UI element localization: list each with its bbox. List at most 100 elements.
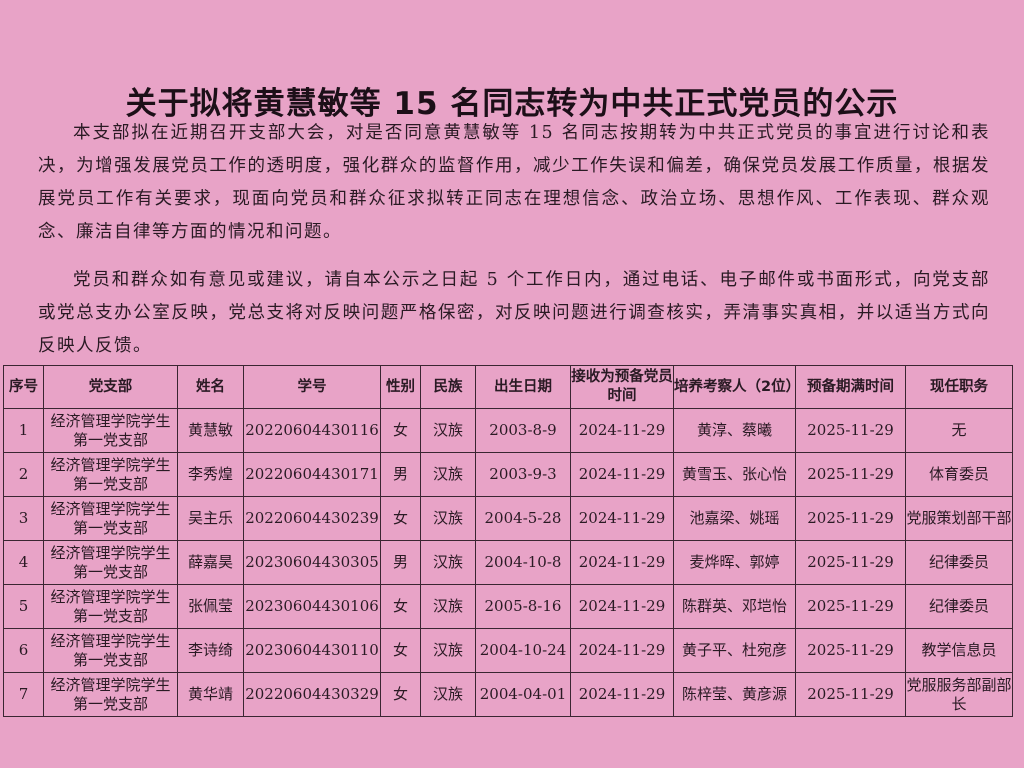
cell-col-gender: 女	[380, 628, 421, 673]
page-title: 关于拟将黄慧敏等 15 名同志转为中共正式党员的公示	[125, 86, 899, 122]
candidates-table: 序号 党支部 姓名 学号 性别 民族 出生日期 接收为预备党员时间 培养考察人（2位） 预备期满时…	[3, 365, 1013, 717]
cell-col-mentors: 陈群英、邓垲怡	[673, 584, 796, 629]
cell-col-birth-date: 2004-10-24	[475, 628, 571, 673]
cell-col-probation-start: 2024-11-29	[570, 628, 674, 673]
cell-col-birth-date: 2004-5-28	[475, 496, 571, 541]
cell-col-student-id: 20220604430329	[243, 672, 381, 717]
header-col-ethnicity: 民族	[420, 365, 476, 409]
cell-col-index: 2	[3, 452, 44, 497]
table-row: 5 经济管理学院学生第一党支部 张佩莹 20230604430106 女汉族 2005-8…	[3, 584, 1013, 629]
cell-col-position: 教学信息员	[905, 628, 1013, 673]
cell-col-branch: 经济管理学院学生第一党支部	[43, 672, 178, 717]
header-col-mentors: 培养考察人（2位）	[673, 365, 800, 409]
notice-paragraph-1: 本支部拟在近期召开支部大会，对是否同意黄慧敏等 15 名同志按期转为中共正式党员…	[38, 123, 990, 242]
cell-col-probation-start: 2024-11-29	[570, 672, 674, 717]
header-col-student-id: 学号	[243, 365, 381, 409]
cell-col-position: 纪律委员	[905, 540, 1013, 585]
cell-col-position: 纪律委员	[905, 584, 1013, 629]
cell-col-ethnicity: 汉族	[420, 628, 476, 673]
table-row: 7 经济管理学院学生第一党支部 黄华靖 20220604430329 女汉族 2004-0…	[3, 672, 1013, 717]
cell-col-name: 李秀煌	[177, 452, 244, 497]
cell-col-mentors: 黄雪玉、张心怡	[673, 452, 796, 497]
header-col-name: 姓名	[177, 365, 244, 409]
cell-col-name: 黄慧敏	[177, 408, 244, 453]
header-col-index: 序号	[3, 365, 44, 409]
cell-col-ethnicity: 汉族	[420, 408, 476, 453]
cell-col-mentors: 黄子平、杜宛彦	[673, 628, 796, 673]
cell-col-index: 3	[3, 496, 44, 541]
cell-col-ethnicity: 汉族	[420, 452, 476, 497]
cell-col-probation-end: 2025-11-29	[795, 628, 906, 673]
notice-paragraph-2: 党员和群众如有意见或建议，请自本公示之日起 5 个工作日内，通过电话、电子邮件或…	[38, 270, 990, 356]
cell-col-branch: 经济管理学院学生第一党支部	[43, 584, 178, 629]
cell-col-position: 党服服务部副部长	[905, 672, 1013, 717]
cell-col-index: 6	[3, 628, 44, 673]
cell-col-branch: 经济管理学院学生第一党支部	[43, 452, 178, 497]
cell-col-position: 无	[905, 408, 1013, 453]
table-header-row: 序号 党支部 姓名 学号 性别 民族 出生日期 接收为预备党员时间 培养考察人（2位） 预备期满时…	[3, 365, 1013, 409]
cell-col-index: 4	[3, 540, 44, 585]
cell-col-student-id: 20230604430106	[243, 584, 381, 629]
cell-col-gender: 女	[380, 496, 421, 541]
cell-col-mentors: 池嘉梁、姚瑶	[673, 496, 796, 541]
header-col-probation-start: 接收为预备党员时间	[570, 365, 674, 409]
cell-col-name: 薛嘉昊	[177, 540, 244, 585]
header-col-probation-end: 预备期满时间	[795, 365, 906, 409]
cell-col-gender: 女	[380, 672, 421, 717]
cell-col-branch: 经济管理学院学生第一党支部	[43, 628, 178, 673]
cell-col-probation-end: 2025-11-29	[795, 540, 906, 585]
cell-col-probation-start: 2024-11-29	[570, 496, 674, 541]
cell-col-probation-start: 2024-11-29	[570, 540, 674, 585]
cell-col-gender: 女	[380, 584, 421, 629]
table-row: 3 经济管理学院学生第一党支部 吴主乐 20220604430239 女汉族 2004-5…	[3, 496, 1013, 541]
cell-col-name: 张佩莹	[177, 584, 244, 629]
cell-col-ethnicity: 汉族	[420, 672, 476, 717]
header-col-position: 现任职务	[905, 365, 1013, 409]
cell-col-birth-date: 2004-04-01	[475, 672, 571, 717]
cell-col-index: 7	[3, 672, 44, 717]
cell-col-name: 吴主乐	[177, 496, 244, 541]
cell-col-ethnicity: 汉族	[420, 540, 476, 585]
cell-col-student-id: 20230604430305	[243, 540, 381, 585]
cell-col-probation-end: 2025-11-29	[795, 584, 906, 629]
table-row: 1 经济管理学院学生第一党支部 黄慧敏 20220604430116 女汉族 2003-8…	[3, 408, 1013, 453]
cell-col-gender: 女	[380, 408, 421, 453]
cell-col-gender: 男	[380, 452, 421, 497]
cell-col-student-id: 20220604430116	[243, 408, 381, 453]
cell-col-name: 李诗绮	[177, 628, 244, 673]
cell-col-gender: 男	[380, 540, 421, 585]
cell-col-probation-end: 2025-11-29	[795, 496, 906, 541]
cell-col-mentors: 黄淳、蔡曦	[673, 408, 796, 453]
cell-col-student-id: 20220604430239	[243, 496, 381, 541]
cell-col-mentors: 麦烨晖、郭婷	[673, 540, 796, 585]
cell-col-mentors: 陈梓莹、黄彦源	[673, 672, 796, 717]
cell-col-position: 党服策划部干部	[905, 496, 1013, 541]
cell-col-birth-date: 2005-8-16	[475, 584, 571, 629]
cell-col-birth-date: 2003-9-3	[475, 452, 571, 497]
cell-col-student-id: 20220604430171	[243, 452, 381, 497]
header-col-branch: 党支部	[43, 365, 178, 409]
cell-col-probation-start: 2024-11-29	[570, 584, 674, 629]
cell-col-probation-start: 2024-11-29	[570, 452, 674, 497]
cell-col-ethnicity: 汉族	[420, 584, 476, 629]
cell-col-probation-end: 2025-11-29	[795, 672, 906, 717]
table-row: 4 经济管理学院学生第一党支部 薛嘉昊 20230604430305 男汉族 2004-1…	[3, 540, 1013, 585]
cell-col-birth-date: 2003-8-9	[475, 408, 571, 453]
table-row: 6 经济管理学院学生第一党支部 李诗绮 20230604430110 女汉族 2004-1…	[3, 628, 1013, 673]
cell-col-name: 黄华靖	[177, 672, 244, 717]
header-col-birth-date: 出生日期	[475, 365, 571, 409]
table-row: 2 经济管理学院学生第一党支部 李秀煌 20220604430171 男汉族 2003-9…	[3, 452, 1013, 497]
cell-col-branch: 经济管理学院学生第一党支部	[43, 540, 178, 585]
cell-col-probation-start: 2024-11-29	[570, 408, 674, 453]
cell-col-ethnicity: 汉族	[420, 496, 476, 541]
cell-col-branch: 经济管理学院学生第一党支部	[43, 496, 178, 541]
header-col-gender: 性别	[380, 365, 421, 409]
cell-col-birth-date: 2004-10-8	[475, 540, 571, 585]
cell-col-probation-end: 2025-11-29	[795, 452, 906, 497]
cell-col-branch: 经济管理学院学生第一党支部	[43, 408, 178, 453]
cell-col-index: 1	[3, 408, 44, 453]
cell-col-student-id: 20230604430110	[243, 628, 381, 673]
cell-col-probation-end: 2025-11-29	[795, 408, 906, 453]
cell-col-position: 体育委员	[905, 452, 1013, 497]
cell-col-index: 5	[3, 584, 44, 629]
